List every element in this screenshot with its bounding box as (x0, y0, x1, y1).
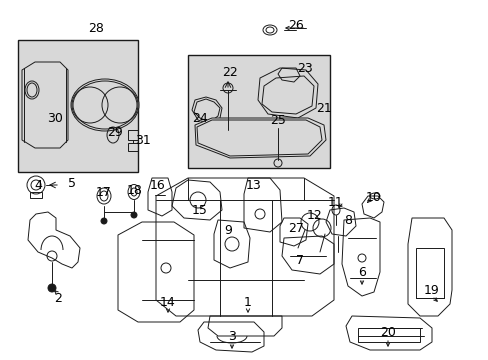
Text: 31: 31 (135, 134, 151, 147)
Text: 9: 9 (224, 224, 231, 237)
Text: 13: 13 (245, 179, 262, 192)
Text: 11: 11 (327, 195, 343, 208)
Text: 20: 20 (379, 325, 395, 338)
Text: 15: 15 (192, 203, 207, 216)
Text: 17: 17 (96, 185, 112, 198)
Circle shape (101, 218, 107, 224)
Bar (187, 55, 329, 168)
Polygon shape (258, 68, 317, 118)
Text: 19: 19 (423, 284, 439, 297)
Text: 3: 3 (227, 329, 235, 342)
Text: 4: 4 (34, 179, 42, 192)
Text: 25: 25 (269, 113, 285, 126)
Text: 6: 6 (357, 266, 365, 279)
Bar (128, 143, 138, 151)
Text: 12: 12 (306, 208, 322, 221)
Text: 18: 18 (127, 184, 142, 197)
Circle shape (131, 212, 137, 218)
Text: 16: 16 (150, 179, 165, 192)
Text: 14: 14 (160, 296, 176, 309)
Text: 1: 1 (244, 296, 251, 309)
Bar (128, 130, 138, 140)
Text: 29: 29 (107, 126, 122, 139)
Bar (30, 192, 42, 198)
Text: 23: 23 (297, 62, 312, 75)
Text: 22: 22 (222, 66, 237, 78)
Polygon shape (192, 97, 222, 124)
Text: 28: 28 (88, 22, 104, 35)
Text: 27: 27 (287, 221, 304, 234)
Text: 5: 5 (68, 176, 76, 189)
Text: 10: 10 (366, 190, 381, 203)
Bar (357, 328, 419, 342)
Ellipse shape (71, 79, 139, 131)
Text: 2: 2 (54, 292, 62, 305)
Text: 26: 26 (287, 18, 303, 32)
Circle shape (48, 284, 56, 292)
Ellipse shape (25, 81, 39, 99)
Text: 30: 30 (47, 112, 63, 125)
Text: 8: 8 (343, 213, 351, 226)
Text: 24: 24 (192, 112, 207, 125)
Bar (18, 40, 138, 172)
Bar (415, 248, 443, 298)
Text: 7: 7 (295, 253, 304, 266)
Polygon shape (22, 62, 68, 148)
Polygon shape (195, 118, 325, 158)
Text: 21: 21 (315, 102, 331, 114)
